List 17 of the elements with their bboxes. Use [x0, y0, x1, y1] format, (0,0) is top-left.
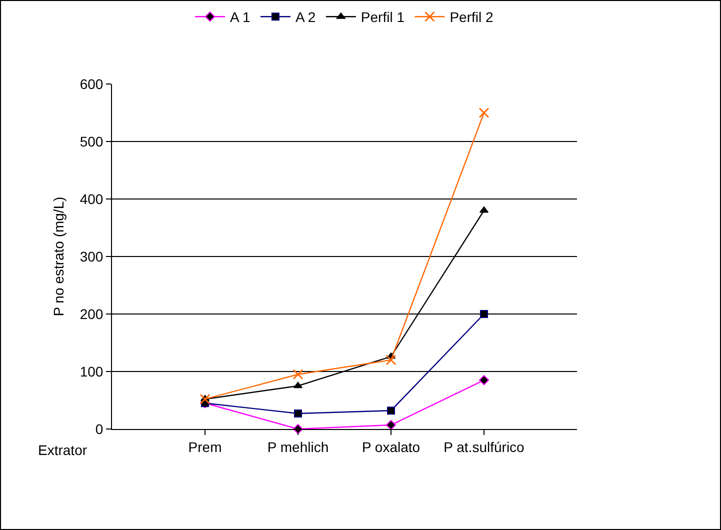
legend-label: A 2 [295, 9, 316, 26]
legend-label: Perfil 1 [360, 9, 405, 26]
y-tick-label: 500 [80, 133, 104, 150]
x-tick-label: P mehlich [267, 438, 329, 455]
x-tick-label: P oxalato [362, 438, 420, 455]
legend-label: A 1 [230, 9, 250, 26]
y-tick-label: 0 [95, 420, 104, 437]
x-tick-label: P at.sulfúrico [444, 438, 525, 455]
x-tick-label: Prem [188, 438, 222, 455]
y-tick-label: 200 [80, 306, 104, 322]
y-tick-label: 600 [80, 76, 104, 92]
y-tick-label: 100 [80, 363, 104, 380]
x-axis-title: Extrator [38, 442, 88, 458]
y-axis-title: P no estrato (mg/L) [50, 196, 66, 316]
y-tick-label: 300 [80, 248, 104, 264]
y-tick-label: 400 [80, 190, 104, 207]
legend-label: Perfil 2 [450, 9, 494, 26]
